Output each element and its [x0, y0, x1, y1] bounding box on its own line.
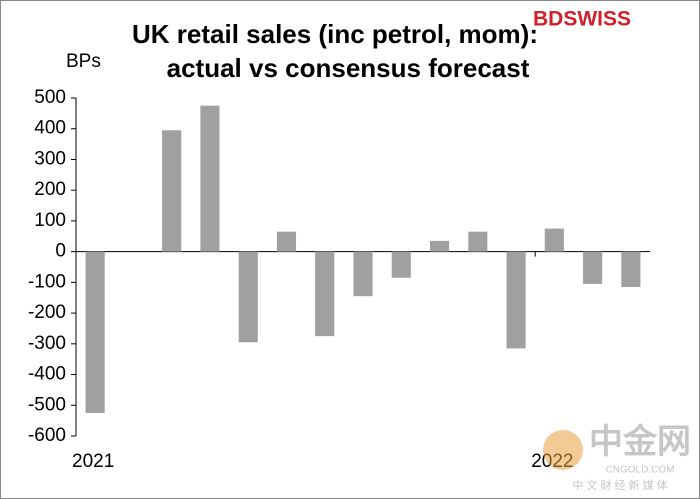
bar [506, 251, 526, 349]
y-tick-label: -200 [28, 302, 66, 323]
bar [621, 251, 641, 287]
y-tick-label: -600 [28, 425, 66, 446]
brand-logo: BDSWISS [533, 8, 631, 31]
bar [85, 251, 105, 413]
y-tick-label: -500 [28, 394, 66, 415]
watermark-main: 中金网 [589, 422, 691, 461]
bar [544, 228, 564, 252]
chart-title: UK retail sales (inc petrol, mom): [132, 19, 538, 49]
watermark-icon [543, 430, 583, 470]
y-tick-label: -300 [28, 333, 66, 354]
bar [315, 251, 335, 337]
bar [276, 231, 297, 252]
y-tick-label: -400 [28, 364, 66, 385]
y-tick-label: 200 [34, 179, 66, 200]
y-tick-label: 100 [34, 210, 66, 231]
watermark-tagline: 中 文 财 经 新 媒 体 [572, 478, 667, 492]
bar [238, 251, 258, 343]
chart-title: actual vs consensus forecast [167, 53, 530, 83]
y-tick-label: 400 [34, 118, 66, 139]
y-tick-label: 0 [55, 241, 66, 262]
bar [468, 231, 488, 252]
y-axis-label: BPs [66, 51, 101, 72]
bar [583, 251, 603, 284]
bar [429, 240, 450, 252]
watermark-site: CNGOLD.COM [606, 465, 675, 476]
y-tick-label: 300 [34, 148, 66, 169]
watermark: 中金网 CNGOLD.COM 中 文 财 经 新 媒 体 [543, 422, 691, 492]
bar [200, 105, 220, 252]
y-tick-label: -100 [28, 271, 66, 292]
bar [353, 251, 373, 297]
bar [391, 251, 411, 278]
y-tick-label: 500 [34, 87, 66, 108]
bar [162, 130, 182, 252]
x-tick-label: 2021 [72, 451, 114, 472]
